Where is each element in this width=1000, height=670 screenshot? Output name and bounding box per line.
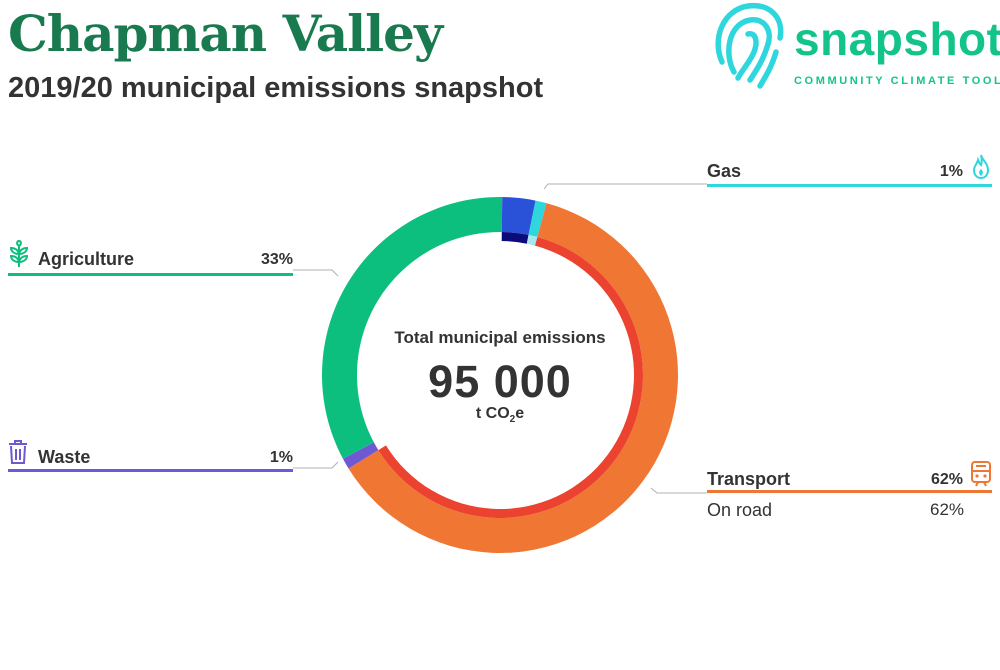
gas-leader-line bbox=[543, 183, 707, 190]
legend-bar bbox=[707, 184, 992, 187]
donut-inner-ring bbox=[378, 232, 643, 518]
trash-can-icon bbox=[9, 440, 27, 464]
donut-subslice-gas-0[interactable] bbox=[526, 234, 538, 246]
donut-slice-waste[interactable] bbox=[342, 442, 379, 469]
total-label: Total municipal emissions bbox=[394, 328, 606, 347]
legend-label: Transport bbox=[707, 469, 791, 489]
brand-name: snapshot bbox=[794, 13, 1000, 65]
donut-subslice-segment-3-0[interactable] bbox=[501, 232, 529, 244]
donut-slice-gas[interactable] bbox=[528, 200, 547, 237]
donut-outer-ring bbox=[322, 196, 679, 553]
snapshot-logo[interactable]: snapshot COMMUNITY CLIMATE TOOL bbox=[712, 0, 1000, 92]
legend-percent: 33% bbox=[260, 251, 293, 268]
brand-tagline: COMMUNITY CLIMATE TOOL bbox=[794, 75, 1000, 87]
legend-label: Waste bbox=[38, 447, 91, 467]
transport-leader-line bbox=[650, 487, 707, 494]
total-value: 95 000 bbox=[428, 356, 572, 407]
legend-bar bbox=[8, 469, 293, 472]
legend-item-waste[interactable]: Waste 1% bbox=[8, 436, 298, 476]
legend-item-gas[interactable]: Gas 1% bbox=[707, 150, 997, 190]
donut-slice-segment-3[interactable] bbox=[501, 197, 536, 235]
donut-slice-agriculture[interactable] bbox=[322, 196, 503, 459]
agriculture-leader-line bbox=[293, 269, 339, 277]
fingerprint-icon bbox=[715, 2, 784, 89]
waste-leader-line bbox=[293, 461, 339, 469]
legend-subitem-on-road-percent: 62% bbox=[930, 500, 965, 519]
legend-bar bbox=[8, 273, 293, 276]
train-icon bbox=[971, 461, 991, 487]
legend-bar bbox=[707, 490, 992, 493]
plant-icon bbox=[9, 240, 29, 267]
page-subtitle: 2019/20 municipal emissions snapshot bbox=[8, 72, 544, 104]
legend-item-agriculture[interactable]: Agriculture 33% bbox=[8, 238, 298, 278]
page-title: Chapman Valley bbox=[8, 4, 443, 63]
total-unit: t CO2e bbox=[475, 405, 525, 426]
legend-label: Agriculture bbox=[38, 249, 135, 269]
legend-item-transport[interactable]: Transport 62% bbox=[707, 458, 997, 498]
legend-subitem-on-road-label: On road bbox=[707, 500, 773, 520]
leader-lines bbox=[293, 183, 707, 494]
flame-icon bbox=[972, 154, 990, 179]
legend-percent: 1% bbox=[939, 163, 963, 180]
legend-percent: 1% bbox=[269, 449, 293, 466]
legend-percent: 62% bbox=[930, 471, 963, 488]
legend-label: Gas bbox=[707, 161, 742, 181]
